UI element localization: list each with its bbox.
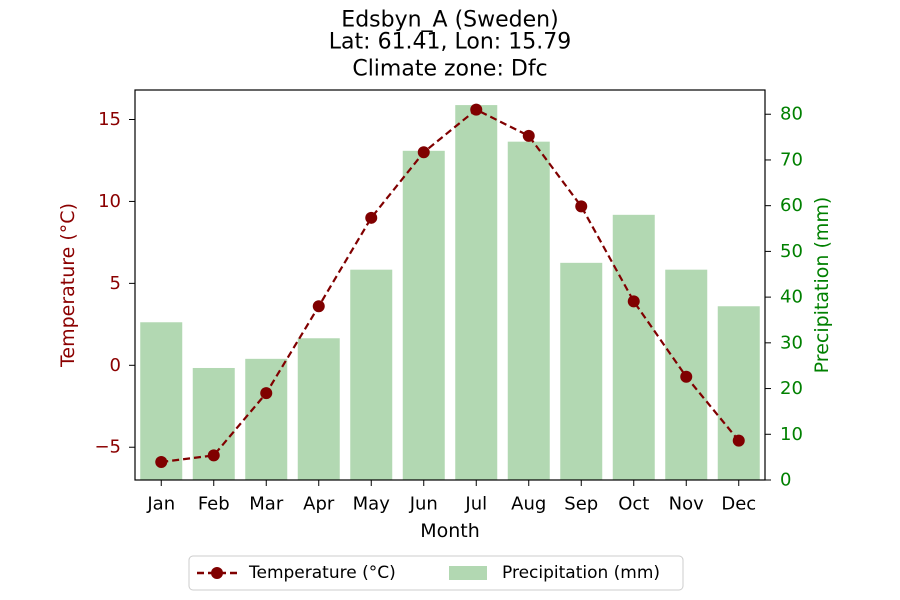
- y-right-tick-label: 80: [780, 104, 803, 125]
- chart-title-line-2: Lat: 61.41, Lon: 15.79: [329, 30, 571, 55]
- y-left-tick-label: 15: [98, 109, 121, 130]
- temperature-point-feb: [207, 449, 220, 462]
- chart-title: Edsbyn_A (Sweden) Lat: 61.41, Lon: 15.79…: [329, 8, 571, 82]
- temperature-point-jul: [470, 103, 483, 116]
- x-tick-label-dec: Dec: [721, 494, 756, 515]
- precipitation-bar-jan: [140, 322, 183, 480]
- legend-temperature-label: Temperature (°C): [248, 563, 396, 583]
- temperature-point-may: [365, 211, 378, 224]
- x-tick-label-feb: Feb: [198, 494, 230, 515]
- y-right-tick-label: 70: [780, 149, 803, 170]
- precipitation-bar-mar: [245, 358, 288, 480]
- temperature-line: [155, 103, 745, 468]
- legend-precipitation-label: Precipitation (mm): [502, 563, 660, 583]
- x-tick-label-jan: Jan: [146, 494, 175, 515]
- y-left-tick-label: 10: [98, 191, 121, 212]
- y-left-tick-label: −5: [94, 437, 121, 458]
- precipitation-bar-may: [350, 269, 393, 480]
- temperature-point-sep: [575, 200, 588, 213]
- legend-frame: [188, 555, 684, 591]
- precipitation-bar-feb: [192, 367, 235, 480]
- x-axis: Jan Feb Mar Apr May Jun Jul Aug Sep Oct Nov Dec: [146, 480, 756, 515]
- chart-title-line-1: Edsbyn_A (Sweden): [341, 8, 558, 33]
- temperature-point-dec: [732, 434, 745, 447]
- precipitation-bar-sep: [560, 262, 603, 480]
- y-right-tick-label: 0: [780, 470, 791, 491]
- temperature-point-nov: [680, 370, 693, 383]
- x-tick-label-nov: Nov: [669, 494, 704, 515]
- y-right-tick-label: 40: [780, 287, 803, 308]
- y-right-tick-label: 10: [780, 424, 803, 445]
- y-left-tick-label: 5: [110, 273, 121, 294]
- legend-temperature-marker-icon: [211, 567, 223, 579]
- temperature-point-oct: [627, 295, 640, 308]
- y-right-tick-label: 60: [780, 195, 803, 216]
- temperature-point-jun: [417, 146, 430, 159]
- plot-frame: [134, 89, 766, 481]
- x-tick-label-may: May: [353, 494, 391, 515]
- x-tick-label-mar: Mar: [249, 494, 284, 515]
- temperature-point-apr: [312, 300, 325, 313]
- y-right-tick-label: 50: [780, 241, 803, 262]
- temperature-series-line: [161, 108, 740, 464]
- chart-title-line-3: Climate zone: Dfc: [352, 57, 547, 82]
- legend-precipitation-swatch-icon: [449, 566, 487, 580]
- y-axis-left-label: Temperature (°C): [57, 203, 79, 368]
- x-tick-label-oct: Oct: [618, 494, 649, 515]
- legend: Temperature (°C) Precipitation (mm): [188, 555, 684, 591]
- x-tick-label-jun: Jun: [409, 494, 438, 515]
- temperature-point-aug: [522, 129, 535, 142]
- x-tick-label-aug: Aug: [511, 494, 546, 515]
- y-right-tick-label: 20: [780, 378, 803, 399]
- y-axis-right: 0 10 20 30 40 50 60 70 80: [765, 104, 803, 491]
- precipitation-bar-jul: [455, 105, 498, 480]
- precipitation-bar-oct: [612, 214, 655, 480]
- precipitation-bar-jun: [402, 150, 445, 481]
- x-tick-label-jul: Jul: [464, 494, 487, 515]
- x-tick-label-sep: Sep: [564, 494, 598, 515]
- temperature-point-mar: [260, 387, 273, 400]
- y-axis-left: −5 0 5 10 15: [94, 109, 135, 458]
- precipitation-bar-aug: [507, 141, 550, 480]
- y-axis-right-label: Precipitation (mm): [811, 197, 833, 374]
- precipitation-bar-apr: [297, 338, 340, 480]
- precipitation-bars: [140, 105, 760, 481]
- y-right-tick-label: 30: [780, 332, 803, 353]
- y-left-tick-label: 0: [110, 355, 121, 376]
- temperature-point-jan: [155, 455, 168, 468]
- precipitation-bar-dec: [717, 306, 760, 480]
- x-tick-label-apr: Apr: [303, 494, 335, 515]
- x-axis-label: Month: [420, 520, 480, 542]
